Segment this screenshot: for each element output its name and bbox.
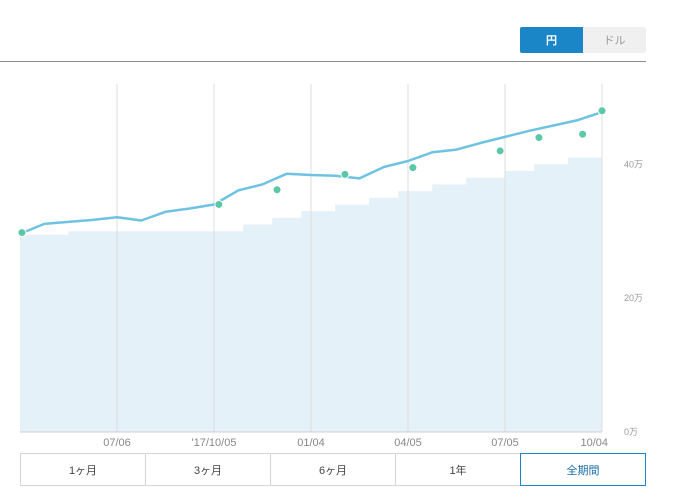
data-marker [408, 163, 418, 173]
data-marker [578, 129, 588, 139]
data-marker [272, 185, 282, 195]
range-tab-3-months[interactable]: 3ヶ月 [145, 453, 271, 486]
x-tick-label: 10/04 [580, 437, 608, 449]
header-divider [0, 61, 646, 62]
asset-chart: 07/06 '17/10/05 01/04 04/05 07/05 10/04 0万 20万 4… [17, 84, 643, 449]
data-marker [340, 169, 350, 179]
x-tick-label: 07/06 [103, 437, 131, 449]
range-tab-1-year[interactable]: 1年 [395, 453, 521, 486]
data-marker [597, 106, 607, 116]
x-tick-label: 04/05 [394, 437, 422, 449]
data-marker [214, 199, 224, 209]
x-tick-label: '17/10/05 [192, 437, 237, 449]
valuation-line [19, 110, 603, 236]
range-tab-6-months[interactable]: 6ヶ月 [270, 453, 396, 486]
range-tab-all-time[interactable]: 全期間 [520, 453, 646, 486]
data-marker [17, 228, 27, 238]
range-tabs: 1ヶ月 3ヶ月 6ヶ月 1年 全期間 [20, 453, 646, 486]
x-tick-label: 07/05 [491, 437, 519, 449]
y-tick-label: 20万 [624, 293, 643, 303]
range-tab-1-month[interactable]: 1ヶ月 [20, 453, 146, 486]
y-tick-label: 40万 [624, 159, 643, 169]
currency-yen-button[interactable]: 円 [520, 27, 583, 53]
currency-dollar-button[interactable]: ドル [583, 27, 646, 53]
data-marker [534, 133, 544, 143]
currency-toggle: 円 ドル [520, 27, 646, 53]
x-tick-label: 01/04 [297, 437, 325, 449]
y-tick-label: 0万 [624, 427, 638, 437]
data-marker [495, 146, 505, 156]
